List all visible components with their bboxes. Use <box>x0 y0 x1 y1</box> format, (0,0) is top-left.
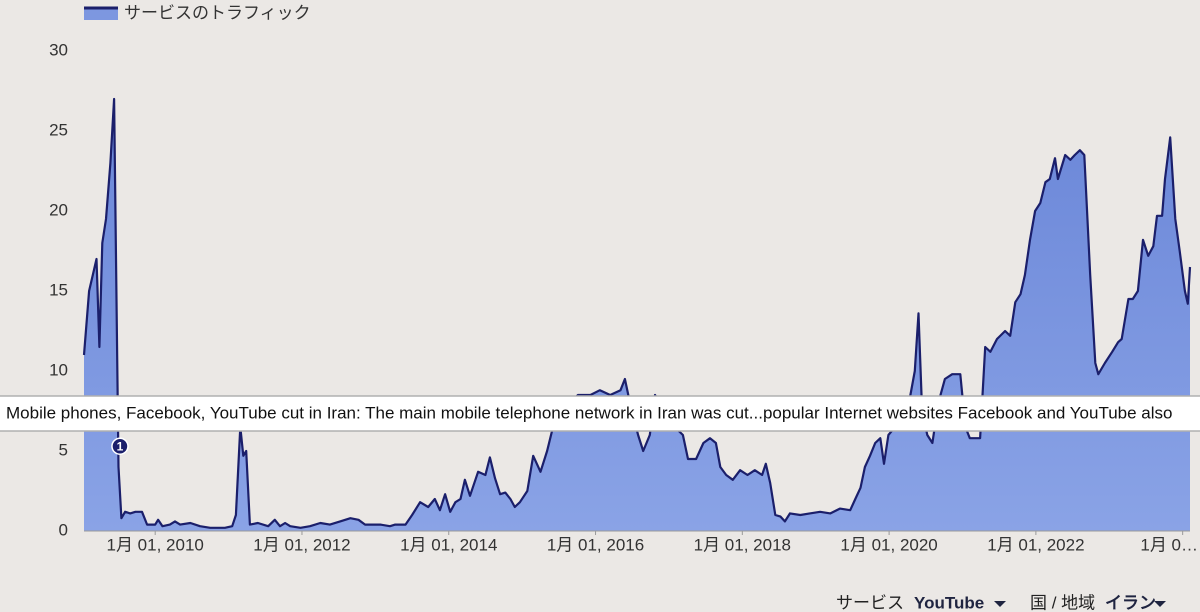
y-tick-label: 20 <box>49 200 68 219</box>
y-tick-label: 25 <box>49 120 68 139</box>
control-value[interactable]: YouTube <box>914 593 984 612</box>
x-tick-label: 1月 01, 2022 <box>987 535 1084 554</box>
legend-label: サービスのトラフィック <box>124 3 311 22</box>
y-tick-label: 0 <box>59 520 68 539</box>
x-tick-label: 1月 01, 2020 <box>840 535 937 554</box>
x-tick-label: 1月 01, 2010 <box>107 535 204 554</box>
dropdown-arrow[interactable] <box>994 601 1006 607</box>
annotation-marker[interactable] <box>111 437 129 455</box>
control-label: サービス <box>836 593 904 612</box>
x-tick-label: 1月 0… <box>1140 535 1198 554</box>
control-label: 国 / 地域 <box>1030 593 1095 612</box>
dropdown-arrow[interactable] <box>1154 601 1166 607</box>
tooltip-box <box>0 395 1200 432</box>
y-tick-label: 15 <box>49 280 68 299</box>
x-tick-label: 1月 01, 2018 <box>694 535 791 554</box>
area-fill <box>84 99 1190 531</box>
x-tick-label: 1月 01, 2014 <box>400 535 497 554</box>
legend-swatch <box>84 8 118 20</box>
x-tick-label: 1月 01, 2016 <box>547 535 644 554</box>
annotation-label: 1 <box>117 439 124 453</box>
y-tick-label: 30 <box>49 40 68 59</box>
control-value[interactable]: イラン <box>1105 593 1156 612</box>
y-tick-label: 5 <box>59 440 68 459</box>
tooltip-text: Mobile phones, Facebook, YouTube cut in … <box>6 403 1173 422</box>
plot-area: 0 5 10 15 20 25 30 1月 01, 2010 1月 01, 2012 1月 01,… <box>49 40 1198 554</box>
x-tick-label: 1月 01, 2012 <box>253 535 350 554</box>
y-tick-label: 10 <box>49 360 68 379</box>
overlay: サービスのトラフィック Mobile phones, Facebook, YouT… <box>0 3 1200 612</box>
